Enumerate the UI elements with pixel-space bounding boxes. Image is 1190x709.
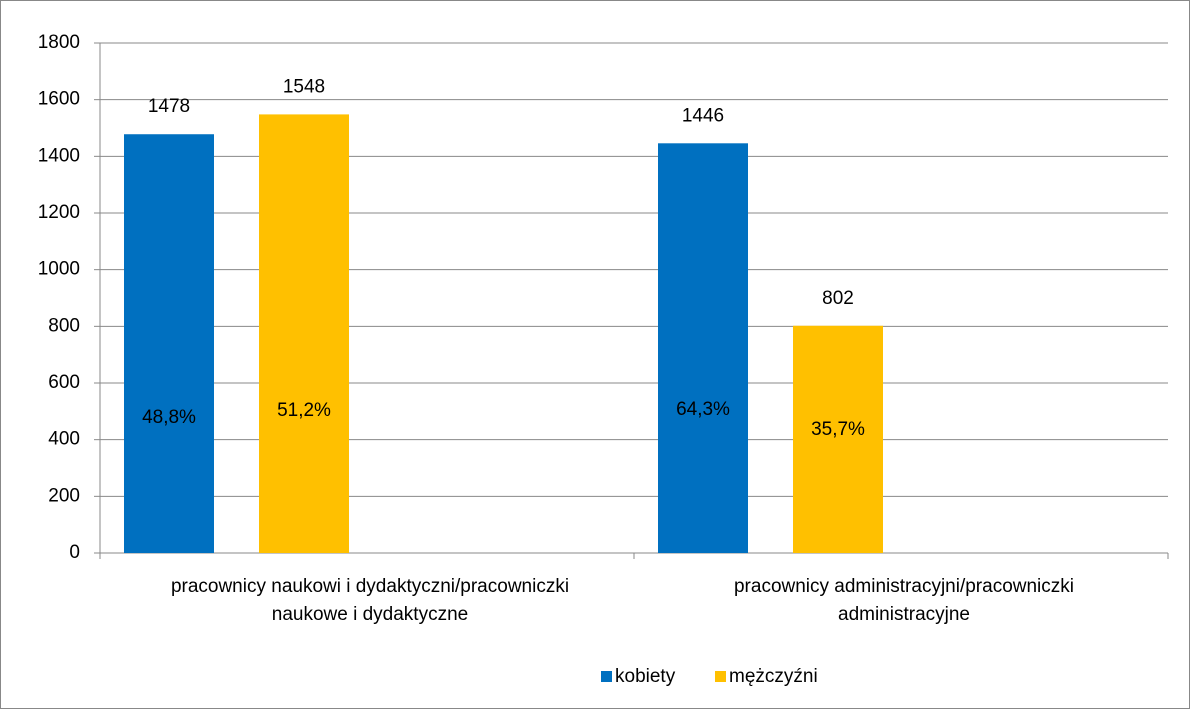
y-tick-label: 1200 <box>38 202 80 223</box>
bar <box>658 143 748 554</box>
bar <box>793 325 883 553</box>
percent-label: 51,2% <box>277 400 331 421</box>
y-tick-label: 400 <box>48 429 80 450</box>
y-tick-label: 1400 <box>38 145 80 166</box>
value-label: 1446 <box>682 105 724 126</box>
legend-swatch <box>715 671 726 682</box>
y-tick-label: 800 <box>48 315 80 336</box>
x-tick-label: pracownicy administracyjni/pracowniczki … <box>733 576 1074 625</box>
value-label: 1548 <box>283 76 325 97</box>
y-tick-label: 0 <box>69 542 80 563</box>
y-tick-label: 1800 <box>38 32 80 53</box>
bar <box>124 134 214 553</box>
percent-label: 64,3% <box>676 399 730 420</box>
percent-label: 35,7% <box>811 419 865 440</box>
y-tick-label: 200 <box>48 485 80 506</box>
legend-label: mężczyźni <box>729 666 818 687</box>
legend-label: kobiety <box>615 666 676 687</box>
value-label: 1478 <box>148 96 190 117</box>
x-tick-label: pracownicy naukowi i dydaktyczni/pracown… <box>170 576 570 625</box>
y-tick-label: 1000 <box>38 259 80 280</box>
legend-swatch <box>601 671 612 682</box>
y-tick-label: 1600 <box>38 89 80 110</box>
percent-label: 48,8% <box>142 407 196 428</box>
value-label: 802 <box>822 288 854 309</box>
bar <box>259 114 349 554</box>
y-tick-label: 600 <box>48 372 80 393</box>
